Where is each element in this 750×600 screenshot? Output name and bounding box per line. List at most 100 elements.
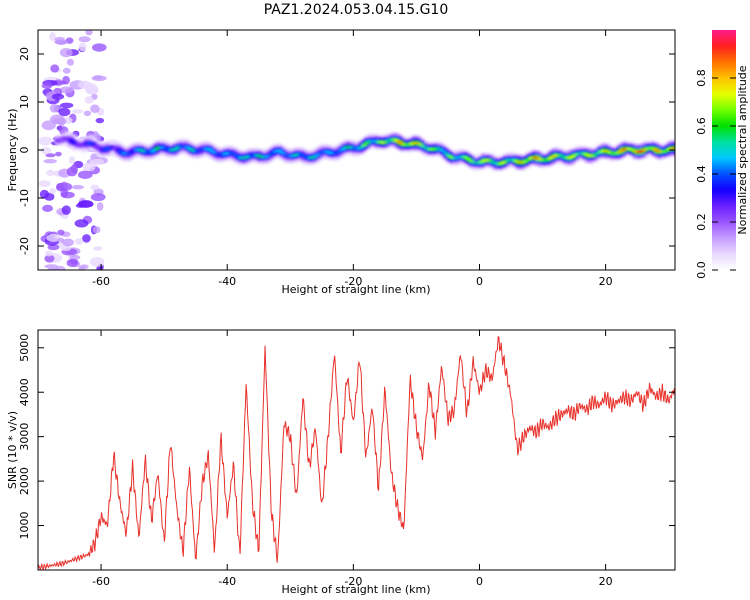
ridge-cell — [166, 148, 172, 151]
ridge-cell — [77, 144, 84, 147]
y-tick-label: 2000 — [18, 467, 31, 495]
noise-speckle — [69, 254, 81, 260]
noise-speckle — [51, 93, 65, 100]
noise-speckle — [60, 191, 75, 199]
ridge-cell — [453, 157, 459, 160]
ridge-cell — [610, 152, 617, 155]
noise-speckle — [50, 64, 60, 73]
colorbar-gradient — [712, 30, 736, 270]
ridge-cell — [389, 138, 396, 141]
noise-speckle — [78, 265, 85, 270]
ridge-cell — [424, 147, 431, 150]
ridge-cell — [364, 141, 371, 144]
ridge-cell — [175, 146, 182, 149]
ridge-cell — [459, 155, 465, 158]
ridge-cell — [443, 152, 450, 155]
ridge-cell — [538, 158, 544, 161]
ridge-cell — [317, 151, 324, 155]
ridge-cell — [591, 153, 598, 157]
ridge-cell — [371, 139, 377, 143]
spectrogram-x-axis: -60 -40 -20 0 20 — [92, 30, 613, 288]
ridge-cell — [531, 156, 538, 159]
noise-speckle — [74, 237, 84, 245]
ridge-cell — [478, 160, 484, 164]
ridge-cell — [601, 149, 607, 152]
ridge-cell — [216, 153, 223, 156]
ridge-cell — [648, 147, 655, 150]
y-tick-label: 0 — [18, 147, 31, 154]
ridge-cell — [402, 143, 409, 146]
ridge-cell — [383, 140, 390, 143]
ridge-cell — [235, 155, 242, 158]
ridge-cell — [446, 155, 453, 158]
ridge-cell — [550, 155, 557, 158]
ridge-cell — [582, 152, 588, 156]
colorbar-tick-label: 0.6 — [695, 117, 708, 135]
ridge-cell — [585, 154, 592, 157]
ridge-cell — [506, 158, 513, 161]
colorbar-tick-label: 0.0 — [695, 261, 708, 279]
ridge-cell — [87, 142, 93, 145]
x-tick-label: -60 — [92, 575, 110, 588]
ridge-cell — [632, 150, 639, 153]
ridge-cell — [487, 159, 494, 163]
noise-speckle — [66, 166, 78, 177]
ridge-cell — [607, 151, 614, 154]
noise-speckle — [61, 205, 71, 215]
ridge-cell — [207, 148, 213, 151]
ridge-cell — [336, 150, 342, 153]
ridge-cell — [541, 159, 547, 162]
ridge-cell — [289, 155, 295, 158]
noise-speckle — [59, 47, 73, 58]
ridge-cell — [144, 151, 150, 154]
ridge-cell — [333, 152, 339, 155]
ridge-cell — [55, 139, 62, 142]
ridge-cell — [106, 147, 112, 150]
snr-x-axis: -60 -40 -20 0 20 — [92, 330, 613, 588]
x-tick-label: 0 — [476, 275, 483, 288]
ridge-cell — [352, 147, 358, 150]
snr-frame — [37, 329, 676, 571]
ridge-cell — [405, 143, 412, 146]
ridge-cell — [222, 152, 229, 155]
ridge-cell — [62, 137, 68, 140]
colorbar-tick-label: 0.8 — [695, 69, 708, 87]
ridge-cell — [301, 155, 308, 158]
noise-speckle — [90, 104, 100, 113]
noise-speckle — [77, 200, 94, 208]
noise-speckle — [90, 184, 99, 191]
x-tick-label: 0 — [476, 575, 483, 588]
ridge-cell — [579, 152, 585, 155]
ridge-cell — [490, 161, 497, 164]
ridge-cell — [500, 161, 506, 164]
noise-speckle — [95, 117, 105, 124]
noise-speckle — [41, 83, 53, 89]
ridge-cell — [210, 150, 216, 153]
noise-speckle — [44, 264, 59, 269]
x-tick-label: -60 — [92, 275, 110, 288]
noise-speckle — [62, 67, 71, 74]
ridge-cell — [320, 150, 327, 153]
ridge-cell — [629, 148, 636, 152]
noise-speckle — [77, 170, 93, 179]
ridge-cell — [449, 156, 456, 159]
ridge-cell — [642, 148, 648, 151]
noise-speckle — [38, 136, 53, 146]
noise-speckle — [39, 189, 49, 199]
ridge-cell — [497, 162, 503, 165]
ridge-cell — [519, 161, 525, 164]
ridge-cell — [544, 158, 551, 161]
y-tick-label: 4000 — [18, 378, 31, 406]
ridge-cell — [147, 151, 153, 154]
ridge-cell — [512, 159, 519, 163]
ridge-cell — [418, 143, 424, 147]
spectrogram-image — [38, 30, 675, 270]
noise-speckle — [49, 188, 57, 195]
ridge-cell — [241, 156, 248, 159]
ridge-cell — [415, 142, 421, 145]
ridge-cell — [232, 153, 238, 156]
x-tick-label: -20 — [344, 275, 362, 288]
ridge-cell — [516, 161, 522, 164]
ridge-cell — [635, 150, 642, 153]
ridge-cell — [396, 140, 402, 144]
